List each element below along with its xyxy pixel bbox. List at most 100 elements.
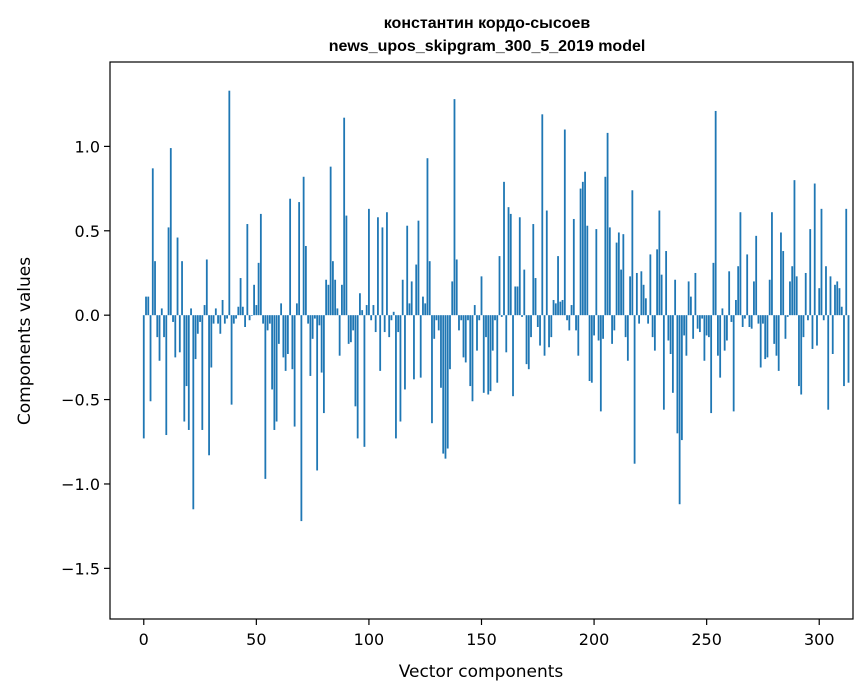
bar-10 xyxy=(165,315,168,436)
bar-73 xyxy=(307,315,310,324)
bar-226 xyxy=(651,315,654,338)
bar-29 xyxy=(208,315,210,456)
bar-141 xyxy=(460,315,463,321)
bar-14 xyxy=(174,315,177,358)
bar-100 xyxy=(368,208,370,316)
bar-217 xyxy=(631,190,634,316)
bar-268 xyxy=(746,254,749,316)
plot-frame xyxy=(109,61,854,620)
bar-90 xyxy=(345,215,348,316)
bars-group xyxy=(142,90,850,522)
bar-168 xyxy=(521,315,523,317)
bar-177 xyxy=(541,114,544,316)
bar-167 xyxy=(518,217,521,316)
bar-247 xyxy=(699,315,701,333)
bar-86 xyxy=(336,308,339,316)
bar-37 xyxy=(226,315,228,319)
bar-196 xyxy=(584,171,586,316)
bar-187 xyxy=(563,129,566,316)
bar-7 xyxy=(158,315,161,361)
bar-27 xyxy=(203,305,206,316)
bar-301 xyxy=(820,208,823,316)
bar-263 xyxy=(735,299,737,316)
bar-172 xyxy=(530,315,532,338)
bar-105 xyxy=(379,315,382,371)
bar-212 xyxy=(620,269,622,316)
bar-156 xyxy=(494,315,496,321)
bar-109 xyxy=(388,315,391,338)
y-tick-label-3: −0.5 xyxy=(61,391,100,410)
bar-113 xyxy=(397,315,400,333)
bar-82 xyxy=(327,284,330,316)
bar-130 xyxy=(435,315,438,321)
bar-119 xyxy=(410,281,413,316)
bar-286 xyxy=(786,315,789,317)
bar-63 xyxy=(284,315,287,371)
bar-157 xyxy=(496,315,499,383)
bar-219 xyxy=(635,272,638,316)
bar-71 xyxy=(302,176,305,316)
bar-75 xyxy=(311,315,314,339)
bar-165 xyxy=(514,286,517,316)
bar-312 xyxy=(845,208,848,316)
bar-292 xyxy=(800,315,803,395)
bar-43 xyxy=(239,278,242,316)
bar-47 xyxy=(248,315,251,321)
bar-139 xyxy=(455,259,458,316)
bar-1 xyxy=(145,296,147,316)
bar-260 xyxy=(728,271,731,316)
bar-15 xyxy=(176,237,179,316)
bar-54 xyxy=(264,315,267,479)
bar-36 xyxy=(223,315,226,324)
bar-236 xyxy=(674,279,677,316)
bar-95 xyxy=(356,315,359,439)
bar-159 xyxy=(500,315,503,317)
bar-91 xyxy=(347,315,350,344)
bar-287 xyxy=(789,281,791,316)
bar-118 xyxy=(408,303,411,316)
x-tick-label-100: 100 xyxy=(354,630,385,649)
bar-99 xyxy=(365,305,368,316)
bar-174 xyxy=(534,278,537,316)
bar-62 xyxy=(282,315,285,358)
bar-79 xyxy=(320,315,323,373)
bar-207 xyxy=(608,227,611,316)
bar-0 xyxy=(142,315,145,439)
bar-294 xyxy=(804,272,807,316)
bar-280 xyxy=(773,315,776,344)
bar-206 xyxy=(606,132,609,316)
y-tick-label-5: −1.5 xyxy=(61,559,100,578)
bar-218 xyxy=(633,315,636,464)
bar-102 xyxy=(372,305,375,316)
bar-296 xyxy=(809,229,812,316)
bar-52 xyxy=(259,213,262,316)
bar-288 xyxy=(791,266,794,316)
bar-57 xyxy=(271,315,274,390)
bar-200 xyxy=(593,315,595,336)
bar-21 xyxy=(190,308,192,316)
bar-308 xyxy=(836,281,839,316)
bar-81 xyxy=(325,279,328,316)
bar-134 xyxy=(444,315,447,459)
bar-202 xyxy=(597,315,600,341)
bar-138 xyxy=(453,99,456,316)
bar-203 xyxy=(599,315,602,412)
bar-282 xyxy=(777,315,780,371)
bar-231 xyxy=(662,315,665,410)
bar-25 xyxy=(199,315,201,322)
bar-121 xyxy=(415,264,418,316)
bar-106 xyxy=(381,227,384,316)
bar-77 xyxy=(316,315,319,471)
bar-129 xyxy=(433,315,436,339)
bar-201 xyxy=(595,229,598,316)
bar-194 xyxy=(579,188,582,316)
bar-223 xyxy=(644,298,647,316)
bar-132 xyxy=(440,315,442,388)
x-axis-ticks: 0 50 100 150 200 250 300 xyxy=(139,619,835,649)
bar-67 xyxy=(293,315,296,427)
bar-31 xyxy=(212,315,215,324)
bar-83 xyxy=(329,166,332,316)
bar-55 xyxy=(266,315,269,331)
bar-51 xyxy=(257,262,260,316)
